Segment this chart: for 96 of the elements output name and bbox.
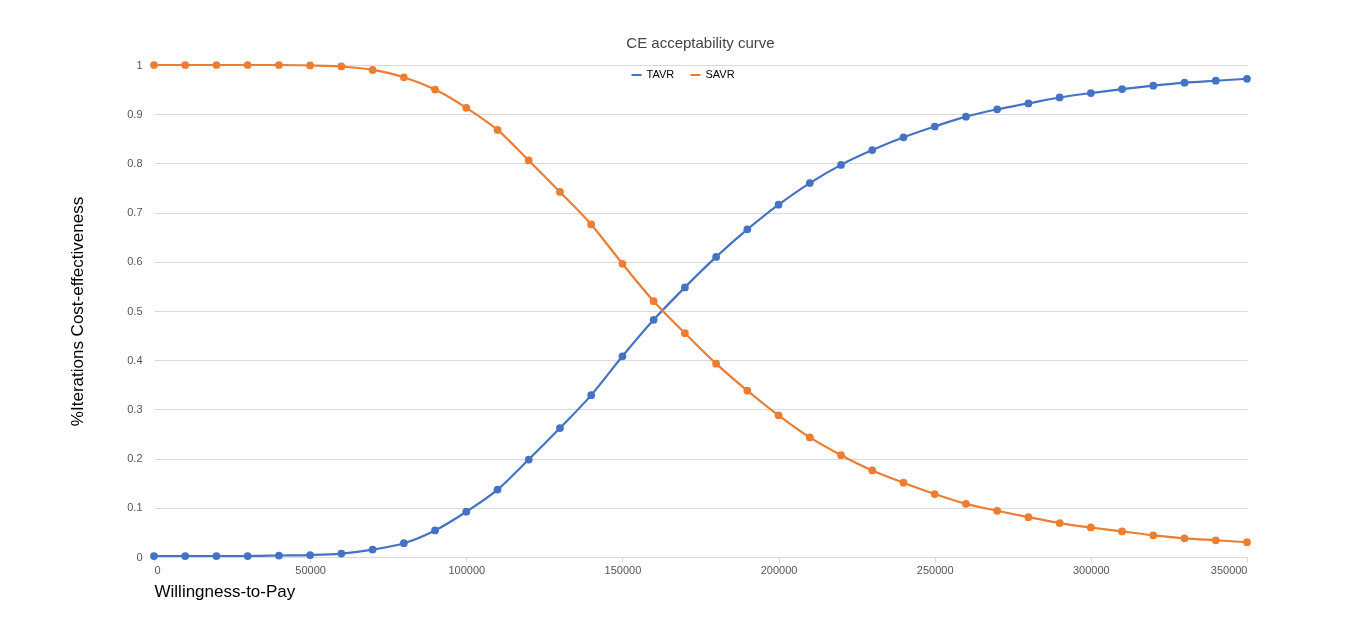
point	[243, 552, 252, 560]
point	[212, 61, 221, 69]
point	[337, 62, 346, 71]
point	[868, 146, 877, 154]
point	[774, 411, 783, 420]
point	[993, 506, 1002, 515]
x-tick-label: 200000	[760, 563, 798, 576]
point	[1055, 519, 1064, 527]
point	[243, 61, 252, 69]
point	[681, 283, 689, 292]
point	[587, 220, 596, 229]
point	[712, 253, 720, 261]
point	[1086, 523, 1095, 532]
point	[1180, 78, 1189, 87]
y-axis-title: %Iterations Cost-effectiveness	[68, 196, 88, 427]
point	[181, 552, 190, 560]
point	[681, 329, 689, 338]
point	[150, 61, 158, 69]
point	[431, 85, 439, 94]
point	[618, 352, 627, 361]
point	[899, 478, 908, 487]
point	[1149, 531, 1158, 540]
point	[1243, 74, 1251, 83]
point	[962, 500, 970, 508]
x-axis-title: Willingness-to-Pay	[154, 581, 296, 601]
point	[837, 451, 845, 460]
point	[1024, 513, 1033, 522]
x-tick-label: 100000	[448, 563, 486, 576]
point	[181, 61, 190, 69]
legend-label: SAVR	[705, 68, 735, 80]
point	[306, 61, 315, 70]
point	[212, 552, 221, 560]
point	[150, 552, 158, 560]
point	[649, 297, 658, 306]
point	[368, 66, 377, 74]
point	[774, 200, 783, 209]
point	[1243, 538, 1251, 547]
point	[462, 507, 471, 516]
point	[899, 133, 908, 142]
point	[837, 161, 845, 169]
point	[275, 61, 283, 69]
x-tick-label: 0	[154, 563, 161, 576]
point	[805, 433, 814, 442]
point	[493, 126, 502, 134]
point	[1211, 536, 1220, 545]
x-tick-label: 350000	[1210, 563, 1248, 576]
point	[1118, 85, 1126, 93]
point	[1055, 93, 1064, 102]
legend-label: TAVR	[646, 68, 675, 80]
y-tick-label: 0.5	[127, 304, 143, 317]
point	[743, 386, 752, 395]
point	[712, 359, 720, 368]
x-tick-label: 250000	[916, 563, 954, 576]
point	[306, 551, 315, 559]
point	[962, 112, 970, 121]
point	[399, 73, 408, 82]
point	[462, 103, 471, 112]
point	[556, 188, 564, 196]
y-tick-label: 0.3	[127, 402, 143, 415]
y-tick-label: 0.8	[127, 156, 143, 169]
point	[618, 259, 627, 268]
y-tick-label: 0	[136, 550, 143, 563]
x-tick-label: 50000	[295, 563, 326, 576]
point	[337, 549, 346, 558]
point	[1024, 99, 1033, 108]
point	[275, 551, 283, 560]
y-tick-label: 0.1	[127, 501, 143, 514]
y-tick-label: 1	[136, 58, 143, 71]
point	[649, 315, 658, 324]
y-tick-label: 0.7	[127, 206, 143, 219]
point	[1149, 81, 1158, 90]
y-tick-label: 0.6	[127, 255, 143, 268]
point	[524, 156, 533, 165]
x-tick-label: 150000	[604, 563, 642, 576]
y-tick-label: 0.9	[127, 107, 143, 120]
point	[993, 105, 1002, 114]
y-tick-label: 0.4	[127, 353, 143, 366]
point	[868, 466, 877, 475]
point	[431, 526, 439, 535]
point	[587, 391, 596, 399]
point	[743, 225, 752, 234]
point	[1118, 527, 1126, 536]
y-tick-label: 0.2	[127, 452, 143, 465]
point	[368, 545, 377, 554]
chart-title: CE acceptability curve	[626, 34, 775, 51]
point	[493, 485, 502, 494]
point	[399, 539, 408, 548]
point	[1180, 534, 1189, 543]
point	[1086, 89, 1095, 97]
point	[524, 455, 533, 464]
point	[556, 424, 564, 432]
point	[1211, 76, 1220, 85]
point	[930, 122, 939, 131]
point	[930, 490, 939, 498]
point	[805, 179, 814, 187]
x-tick-label: 300000	[1073, 563, 1110, 576]
